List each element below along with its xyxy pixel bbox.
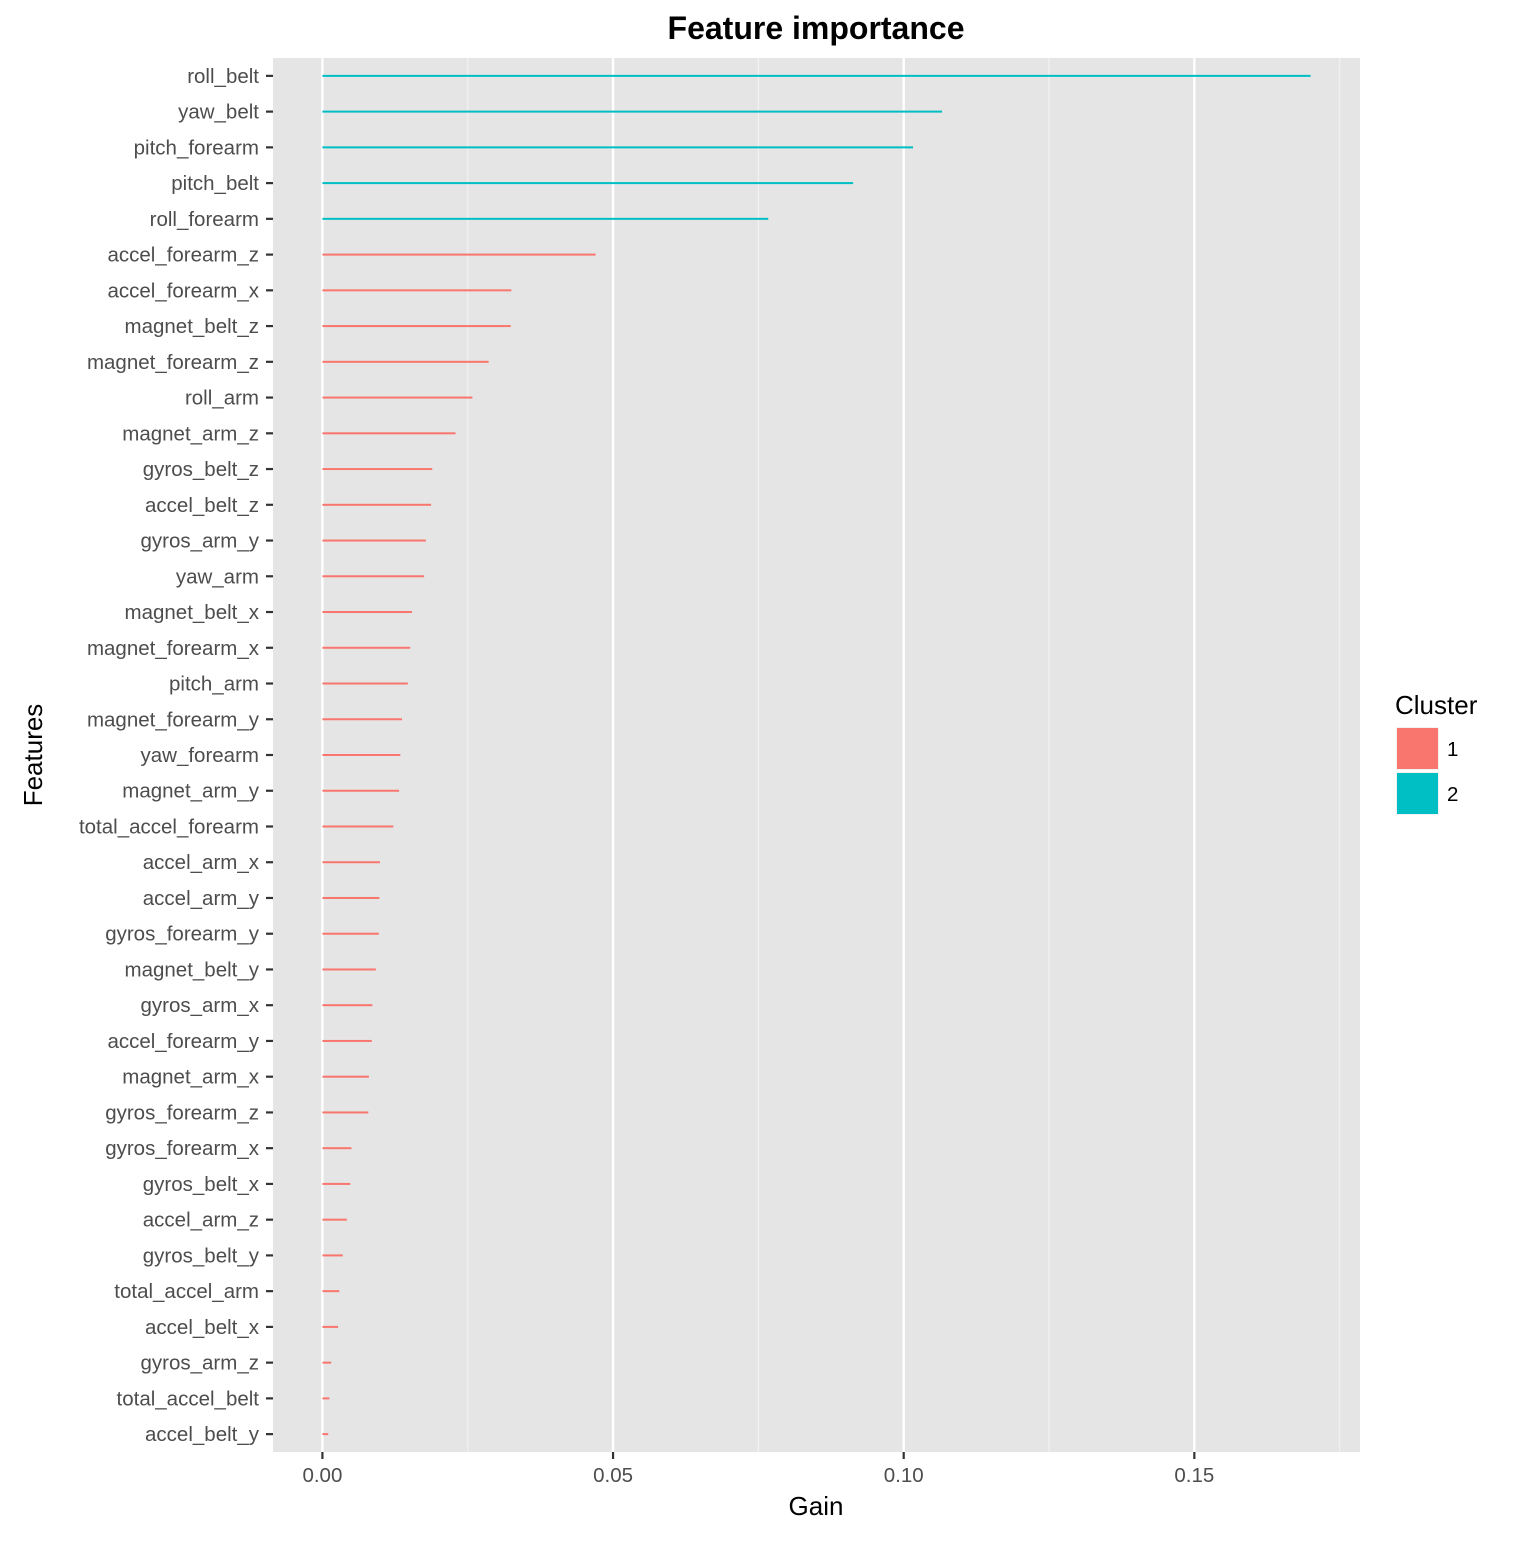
y-tick-label: gyros_belt_z <box>143 458 259 481</box>
y-tick-label: accel_arm_x <box>143 851 260 874</box>
bar-gyros_arm_z <box>322 1361 332 1364</box>
legend-title: Cluster <box>1395 690 1478 720</box>
legend-key-1 <box>1397 728 1438 769</box>
bar-accel_forearm_z <box>322 253 596 256</box>
bar-roll_belt <box>322 74 1311 77</box>
bar-accel_forearm_y <box>322 1039 372 1042</box>
bar-pitch_belt <box>322 182 854 185</box>
y-tick-label: magnet_forearm_z <box>87 351 259 374</box>
bar-magnet_arm_z <box>322 432 456 435</box>
bars <box>322 74 1311 1436</box>
bar-magnet_forearm_x <box>322 646 411 649</box>
y-tick-label: magnet_belt_z <box>125 315 259 338</box>
y-tick-label: accel_arm_y <box>143 887 260 910</box>
y-tick-label: accel_forearm_x <box>107 279 259 302</box>
bar-total_accel_arm <box>322 1290 340 1293</box>
bar-yaw_belt <box>322 110 943 113</box>
bar-gyros_forearm_x <box>322 1147 352 1150</box>
legend: Cluster 1 2 <box>1395 690 1478 815</box>
y-tick-label: yaw_belt <box>178 101 259 124</box>
y-tick-label: gyros_arm_x <box>141 994 260 1017</box>
y-tick-label: total_accel_forearm <box>79 815 259 838</box>
y-tick-label: magnet_forearm_y <box>87 708 260 731</box>
bar-magnet_forearm_y <box>322 718 403 721</box>
bar-magnet_forearm_z <box>322 360 489 363</box>
bar-magnet_arm_x <box>322 1075 369 1078</box>
y-tick-label: yaw_forearm <box>141 744 260 767</box>
grid-minor <box>467 58 1341 1452</box>
y-tick-label: magnet_arm_z <box>122 422 259 445</box>
bar-gyros_forearm_z <box>322 1111 369 1114</box>
y-tick-label: accel_forearm_y <box>107 1030 259 1053</box>
bar-accel_forearm_x <box>322 289 512 292</box>
y-tick-label: roll_forearm <box>150 208 259 231</box>
y-tick-label: gyros_forearm_x <box>105 1137 260 1160</box>
bar-gyros_belt_y <box>322 1254 343 1257</box>
y-tick-label: magnet_arm_x <box>122 1066 259 1089</box>
bar-magnet_belt_x <box>322 611 412 614</box>
y-tick-label: total_accel_belt <box>117 1387 260 1410</box>
bar-yaw_forearm <box>322 754 401 756</box>
y-tick-label: accel_forearm_z <box>107 244 259 267</box>
legend-label-2: 2 <box>1447 783 1458 806</box>
bar-magnet_belt_y <box>322 968 376 971</box>
y-tick-label: gyros_forearm_z <box>105 1101 259 1124</box>
y-tick-label: gyros_belt_x <box>143 1173 260 1196</box>
bar-pitch_arm <box>322 682 408 685</box>
bar-magnet_belt_z <box>322 325 511 328</box>
bar-gyros_belt_x <box>322 1182 351 1185</box>
y-tick-label: magnet_belt_y <box>125 958 260 981</box>
bar-gyros_arm_x <box>322 1004 373 1007</box>
y-tick-label: gyros_arm_y <box>141 530 260 553</box>
x-tick-label: 0.00 <box>302 1464 342 1487</box>
chart-title: Feature importance <box>668 10 965 46</box>
y-tick-label: pitch_belt <box>171 172 259 195</box>
bar-magnet_arm_y <box>322 789 400 792</box>
y-tick-label: roll_belt <box>187 65 259 88</box>
x-tick-label: 0.15 <box>1174 1464 1214 1487</box>
bar-accel_arm_y <box>322 896 380 899</box>
bar-roll_arm <box>322 396 473 399</box>
bar-gyros_forearm_y <box>322 932 379 935</box>
plot-panel <box>273 58 1360 1452</box>
y-tick-label: pitch_forearm <box>134 136 259 159</box>
x-axis: 0.00 0.05 0.10 0.15 <box>302 1452 1214 1487</box>
bar-accel_belt_x <box>322 1325 339 1328</box>
bar-accel_arm_z <box>322 1218 347 1221</box>
y-tick-label: magnet_belt_x <box>125 601 260 624</box>
bar-accel_arm_x <box>322 861 380 864</box>
bar-yaw_arm <box>322 575 425 578</box>
y-tick-label: accel_belt_z <box>145 494 259 517</box>
x-axis-title: Gain <box>789 1491 844 1521</box>
y-tick-label: gyros_arm_z <box>141 1352 260 1375</box>
bar-accel_belt_z <box>322 503 432 506</box>
x-tick-label: 0.10 <box>884 1464 924 1487</box>
bar-total_accel_belt <box>322 1397 330 1400</box>
y-axis: roll_belt yaw_belt pitch_forearm pitch_belt… <box>79 65 273 1446</box>
y-tick-label: magnet_forearm_x <box>87 637 260 660</box>
y-tick-label: pitch_arm <box>169 673 259 696</box>
bar-gyros_belt_z <box>322 468 433 471</box>
y-tick-label: gyros_forearm_y <box>105 923 260 946</box>
y-tick-label: roll_arm <box>185 387 259 410</box>
y-tick-label: yaw_arm <box>176 565 259 588</box>
y-tick-label: gyros_belt_y <box>143 1244 260 1267</box>
x-tick-label: 0.05 <box>593 1464 633 1487</box>
bar-total_accel_forearm <box>322 825 394 828</box>
y-tick-label: accel_belt_x <box>145 1316 260 1339</box>
bar-pitch_forearm <box>322 146 913 149</box>
legend-key-2 <box>1397 773 1438 814</box>
bar-accel_belt_y <box>322 1433 329 1436</box>
bar-roll_forearm <box>322 217 769 220</box>
legend-label-1: 1 <box>1447 738 1458 761</box>
y-axis-title: Features <box>18 704 48 807</box>
y-tick-label: accel_belt_y <box>145 1423 260 1446</box>
bar-gyros_arm_y <box>322 539 426 542</box>
y-tick-label: accel_arm_z <box>143 1209 259 1232</box>
y-tick-label: magnet_arm_y <box>122 780 259 803</box>
y-tick-label: total_accel_arm <box>114 1280 259 1303</box>
